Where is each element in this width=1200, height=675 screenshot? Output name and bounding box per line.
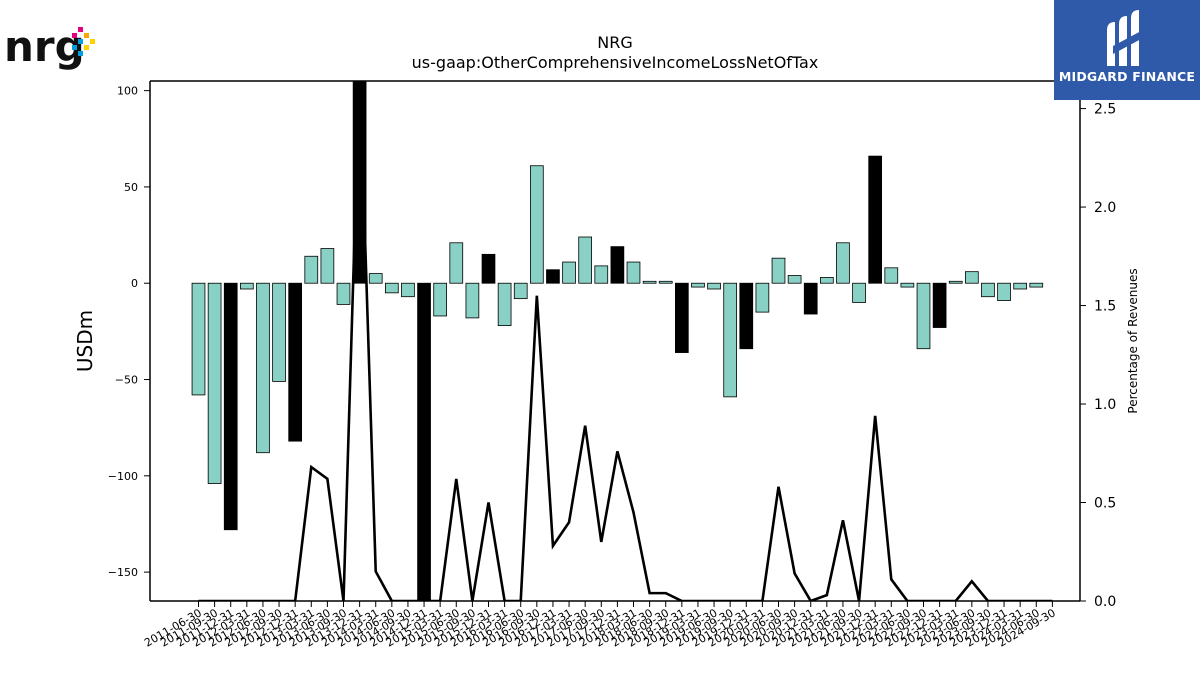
bar — [948, 280, 963, 284]
bar — [1029, 282, 1044, 288]
y2-tick-label: 0.5 — [1094, 496, 1116, 512]
bar — [932, 282, 947, 328]
bar — [739, 282, 754, 350]
bar — [465, 282, 480, 319]
bar — [658, 280, 673, 284]
y-tick-label: 0 — [131, 277, 138, 290]
y-tick-label: 50 — [124, 181, 138, 194]
bar — [836, 242, 850, 284]
bar — [691, 282, 705, 288]
bar — [674, 282, 689, 353]
bar — [610, 246, 625, 284]
bar — [449, 242, 464, 284]
bar — [707, 282, 721, 290]
bar — [288, 282, 303, 442]
bar — [771, 257, 786, 284]
y2-tick-label: 0.0 — [1094, 594, 1116, 610]
bar — [513, 282, 528, 300]
bar — [723, 282, 738, 398]
bar — [336, 282, 351, 305]
bar — [642, 280, 657, 284]
bar — [755, 282, 770, 313]
y2-tick-label: 2.0 — [1094, 200, 1116, 216]
bar — [819, 277, 834, 284]
bar — [981, 282, 995, 298]
bar — [401, 282, 415, 298]
bar — [916, 282, 931, 350]
y-tick-label: −50 — [115, 374, 138, 387]
bar — [272, 282, 286, 382]
bar — [594, 265, 609, 284]
bar — [964, 271, 979, 284]
bar — [529, 165, 544, 284]
nrg-logo: nrg — [4, 22, 104, 76]
bar — [868, 155, 883, 284]
bar — [368, 273, 383, 284]
line-series — [198, 81, 1053, 601]
y-tick-label: −150 — [108, 566, 138, 579]
y2-axis-label: Percentage of Revenues — [1126, 268, 1140, 413]
bar — [626, 261, 641, 284]
bar — [787, 275, 802, 284]
bar — [562, 261, 576, 284]
bar — [223, 282, 238, 531]
y2-tick-label: 1.0 — [1094, 397, 1116, 413]
bar — [239, 282, 254, 290]
bar — [997, 282, 1011, 301]
bar — [433, 282, 448, 317]
y2-tick-label: 2.5 — [1094, 102, 1116, 118]
y-tick-label: 100 — [117, 85, 138, 98]
bar — [900, 282, 915, 288]
bar — [546, 269, 560, 284]
midgard-finance-logo: MIDGARD FINANCE — [1054, 0, 1200, 100]
bar — [497, 282, 512, 326]
midgard-logo-text: MIDGARD FINANCE — [1058, 69, 1196, 84]
bar — [191, 282, 206, 396]
y2-tick-label: 1.5 — [1094, 299, 1116, 315]
bar — [304, 255, 319, 284]
bar — [256, 282, 270, 454]
chart-title: NRG — [597, 33, 632, 52]
bar-series — [191, 81, 1044, 601]
percentage-line — [198, 81, 1053, 601]
bar — [481, 253, 496, 284]
bar — [578, 236, 593, 284]
bar — [884, 267, 899, 284]
bar — [417, 282, 431, 601]
bar — [207, 282, 222, 484]
bar — [320, 248, 335, 284]
bar — [1013, 282, 1028, 290]
y-axis-label: USDm — [73, 310, 97, 372]
y-tick-label: −100 — [108, 470, 138, 483]
axes: 100500−50−100−1500.00.51.01.52.02.52011-… — [108, 80, 1116, 650]
svg-text:nrg: nrg — [4, 24, 85, 71]
midgard-logo-mark — [1107, 10, 1143, 66]
nrg-logo-mark: nrg — [4, 22, 95, 71]
bar — [852, 282, 866, 303]
bar — [384, 282, 399, 294]
chart-subtitle: us-gaap:OtherComprehensiveIncomeLossNetO… — [412, 53, 819, 72]
bar — [803, 282, 818, 315]
